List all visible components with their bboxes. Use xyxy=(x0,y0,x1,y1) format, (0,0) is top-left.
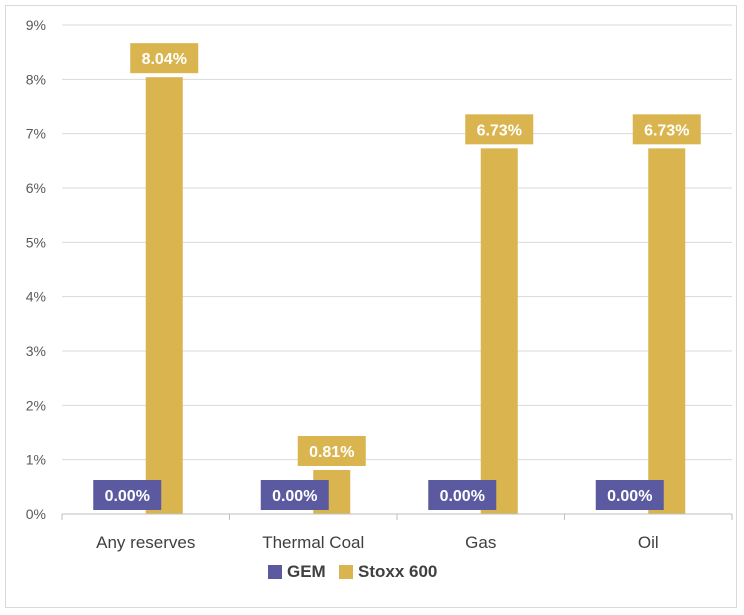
y-tick-label: 1% xyxy=(26,452,46,468)
bar-chart: 0% 1% 2% 3% 4% 5% 6% 7% 8% 9% Any reserves Thermal… xyxy=(26,17,733,581)
x-category-label: Any reserves xyxy=(96,533,195,552)
x-category-label: Thermal Coal xyxy=(262,533,364,552)
data-label-box xyxy=(260,480,329,510)
chart-frame: 0% 1% 2% 3% 4% 5% 6% 7% 8% 9% Any reserves Thermal… xyxy=(5,5,737,608)
y-tick-label: 4% xyxy=(26,289,46,305)
data-label-box xyxy=(130,43,199,74)
data-label: 6.73% xyxy=(477,122,522,139)
data-label: 0.00% xyxy=(105,488,150,505)
y-tick-label: 8% xyxy=(26,71,46,87)
data-labels: 0.00% 8.04% 0.00% 0.81% 0.00% 6.73% 0.00% 6.73% xyxy=(93,43,701,510)
legend: GEM Stoxx 600 xyxy=(268,562,437,581)
data-label-box xyxy=(595,480,664,510)
data-label: 6.73% xyxy=(644,122,689,139)
y-tick-label: 3% xyxy=(26,343,46,359)
data-label-box xyxy=(428,480,497,510)
y-tick-label: 2% xyxy=(26,397,46,413)
y-tick-label: 7% xyxy=(26,126,46,142)
x-category-label: Gas xyxy=(465,533,496,552)
bar-stoxx-600 xyxy=(145,77,183,514)
data-label-box xyxy=(632,114,701,145)
x-axis xyxy=(61,513,733,520)
bar-stoxx-600 xyxy=(648,148,686,514)
data-label-box xyxy=(465,114,534,145)
data-label-box xyxy=(297,435,366,466)
y-tick-label: 6% xyxy=(26,180,46,196)
y-tick-label: 0% xyxy=(26,506,46,522)
y-axis-tick-labels: 0% 1% 2% 3% 4% 5% 6% 7% 8% 9% xyxy=(26,17,46,522)
bar-stoxx-600 xyxy=(480,148,518,514)
bars xyxy=(145,77,686,514)
x-axis-category-labels: Any reserves Thermal Coal Gas Oil xyxy=(96,533,658,552)
data-label-box xyxy=(93,480,162,510)
data-label: 8.04% xyxy=(142,51,187,68)
legend-label: GEM xyxy=(287,562,326,581)
data-label: 0.81% xyxy=(309,444,354,461)
y-tick-label: 9% xyxy=(26,17,46,33)
legend-label: Stoxx 600 xyxy=(358,562,437,581)
data-label: 0.00% xyxy=(440,488,485,505)
legend-swatch xyxy=(268,565,282,579)
data-label: 0.00% xyxy=(607,488,652,505)
x-category-label: Oil xyxy=(638,533,659,552)
y-tick-label: 5% xyxy=(26,234,46,250)
legend-swatch xyxy=(339,565,353,579)
data-label: 0.00% xyxy=(272,488,317,505)
